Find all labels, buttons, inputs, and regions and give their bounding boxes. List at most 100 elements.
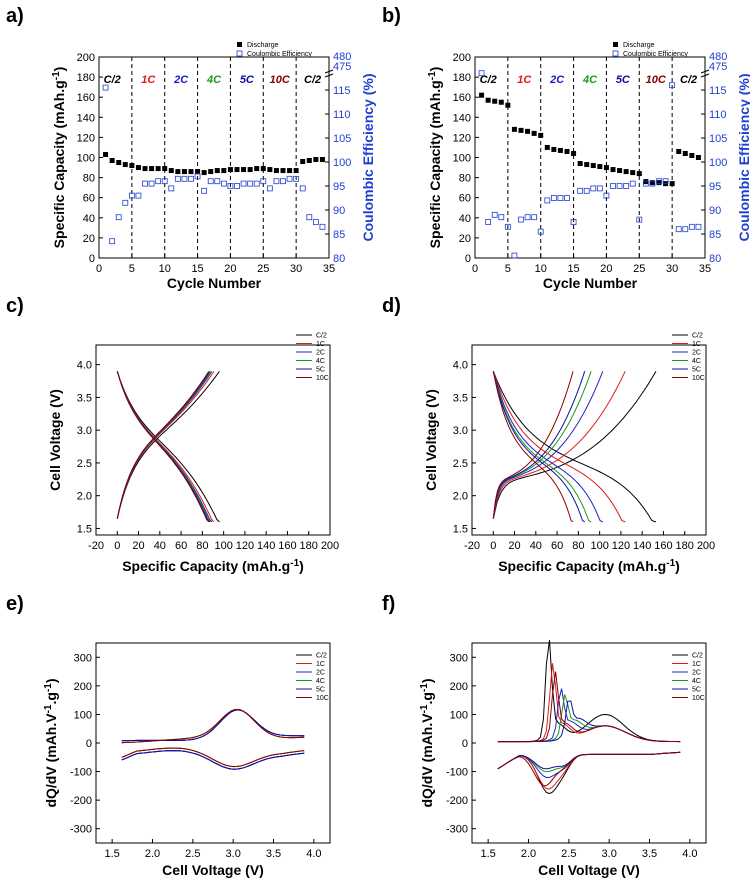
panel-label-d: d) — [382, 295, 401, 317]
legend-label: C/2 — [692, 333, 703, 340]
discharge-dqdv-curve — [121, 747, 305, 768]
ce-point — [174, 175, 181, 182]
ce-point — [623, 183, 630, 189]
discharge-point — [142, 166, 148, 172]
x-tick-label: 4.0 — [306, 848, 321, 860]
legend-marker-discharge — [613, 42, 618, 47]
discharge-point — [544, 144, 550, 150]
ce-point — [234, 183, 240, 189]
ce-point — [577, 187, 584, 194]
legend-label: 2C — [316, 670, 325, 677]
y-tick-label: 3.5 — [453, 392, 468, 404]
y-tick-label: 2.0 — [453, 491, 468, 503]
ce-point — [102, 84, 109, 91]
y-tick-label: 2.5 — [77, 458, 92, 470]
x-tick-label: 180 — [300, 540, 318, 552]
discharge-point — [168, 168, 174, 174]
ce-point — [128, 192, 135, 199]
charge-dqdv-curve — [497, 640, 681, 743]
y2-tick-label: 95 — [709, 181, 721, 193]
y-tick-label: 3.0 — [453, 425, 468, 437]
discharge-point — [155, 166, 161, 172]
charge-curve — [492, 370, 657, 519]
discharge-point — [234, 167, 240, 173]
ce-point — [669, 82, 676, 89]
charge-dqdv-curve — [121, 709, 305, 742]
discharge-point — [280, 168, 286, 174]
plot-frame — [95, 642, 331, 844]
y2-tick-label: 100 — [333, 157, 351, 169]
discharge-dqdv-curve — [121, 750, 305, 770]
discharge-point — [195, 169, 201, 175]
y-tick-label: 3.0 — [77, 425, 92, 437]
x-tick-label: 30 — [666, 263, 678, 275]
ce-point — [557, 195, 564, 201]
discharge-curve — [492, 371, 604, 523]
legend-label: 5C — [692, 367, 701, 374]
y-axis-label: Cell Voltage (V) — [47, 389, 63, 491]
y2-tick-label: 85 — [709, 229, 721, 241]
ce-point — [214, 178, 221, 185]
x-tick-label: 1.5 — [480, 848, 495, 860]
ce-point — [642, 180, 649, 187]
ce-point — [280, 178, 286, 185]
discharge-point — [300, 159, 306, 165]
y2-axis-label: Coulombic Efficiency (%) — [360, 73, 376, 241]
ce-point — [616, 183, 623, 189]
y-tick-label: 40 — [459, 213, 471, 225]
rate-label: C/2 — [304, 74, 321, 86]
y2-tick-label: 90 — [709, 205, 721, 217]
legend-label: C/2 — [316, 333, 327, 340]
y2-tick-label: 480 — [333, 51, 351, 63]
y-tick-label: 80 — [83, 173, 95, 185]
legend-label: 10C — [692, 695, 705, 702]
y2-tick-label: 475 — [709, 61, 727, 73]
x-tick-label: 2.5 — [185, 848, 200, 860]
x-tick-label: 3.5 — [266, 848, 281, 860]
y-tick-label: -100 — [446, 767, 468, 779]
ce-point — [306, 214, 313, 221]
discharge-point — [181, 169, 187, 175]
discharge-point — [551, 146, 557, 152]
x-tick-label: 2.0 — [145, 848, 160, 860]
charge-curve — [492, 370, 626, 519]
x-tick-label: 120 — [236, 540, 254, 552]
x-tick-label: 160 — [654, 540, 672, 552]
y2-tick-label: 105 — [709, 133, 727, 145]
y-tick-label: 100 — [450, 709, 468, 721]
discharge-point — [188, 169, 194, 175]
plot-frame — [471, 642, 707, 844]
rate-label: C/2 — [680, 74, 697, 86]
x-tick-label: 0 — [490, 540, 496, 552]
x-axis-label: Cycle Number — [543, 275, 638, 291]
x-tick-label: 160 — [278, 540, 296, 552]
rate-label: 4C — [582, 74, 598, 86]
x-tick-label: 180 — [676, 540, 694, 552]
x-tick-label: 200 — [321, 540, 339, 552]
ce-point — [504, 223, 511, 230]
ce-point — [253, 180, 260, 187]
ce-point — [293, 175, 300, 182]
x-tick-label: 80 — [572, 540, 584, 552]
rate-label: 2C — [549, 74, 565, 86]
legend-label: C/2 — [692, 653, 703, 660]
chart-c: -20 0 20 40 60 80 100 120 140 160 180 200 1.5 2.0 2.5 3… — [47, 333, 339, 575]
ce-point — [570, 219, 577, 225]
ce-point — [194, 173, 201, 180]
discharge-point — [260, 166, 266, 172]
ce-point — [109, 238, 116, 245]
y-tick-label: 200 — [77, 52, 95, 64]
y-tick-label: 120 — [453, 132, 471, 144]
y-tick-label: 100 — [74, 709, 92, 721]
y-tick-label: 140 — [453, 112, 471, 124]
y2-tick-label: 105 — [333, 133, 351, 145]
legend-label: 10C — [692, 375, 705, 382]
y2-tick-label: 115 — [709, 85, 727, 97]
x-tick-label: -20 — [88, 540, 104, 552]
discharge-point — [525, 128, 531, 134]
legend-label: 4C — [316, 358, 325, 365]
discharge-point — [518, 127, 524, 133]
rate-label: C/2 — [480, 74, 497, 86]
legend-marker-discharge — [237, 42, 242, 47]
x-tick-label: 20 — [508, 540, 520, 552]
